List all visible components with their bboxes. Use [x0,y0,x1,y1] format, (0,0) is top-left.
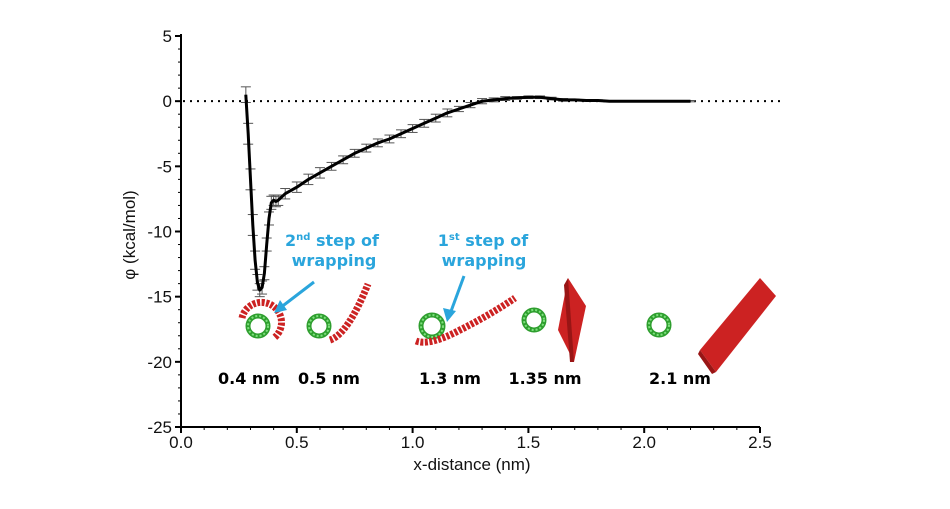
arrow-1st-step [448,275,466,315]
curve-layer [244,94,691,292]
graphene-sheet [700,278,776,372]
illustration-1-35nm [521,278,586,362]
x-tick-label: 1.0 [401,433,425,452]
y-tick-label: -15 [147,288,172,307]
distance-label: 1.35 nm [508,369,581,388]
nanotube-ring [245,313,271,339]
illustration-2-1nm [646,278,776,374]
wrapped-sheet [238,298,286,341]
y-tick-label: -20 [147,353,172,372]
graphene-sheet [414,295,517,346]
distance-label: 0.5 nm [298,369,360,388]
y-tick-label: -25 [147,418,172,437]
x-tick-label: 2.0 [632,433,656,452]
distance-label: 2.1 nm [649,369,711,388]
annotation-1st-step-line2: wrapping [442,251,527,270]
step-arrows [274,275,466,322]
arrow-2nd-step [279,280,315,310]
pmf-curve [244,94,691,292]
x-tick-label: 0.5 [285,433,309,452]
x-tick-label: 0.0 [169,433,193,452]
y-tick-label: -5 [157,157,172,176]
illustration-1-3nm [414,295,517,346]
annotation-2nd-step-line1: 2nd step of [285,231,380,250]
annotation-2nd-step-line2: wrapping [292,251,377,270]
y-tick-label: 5 [163,27,172,46]
y-tick-label: 0 [163,92,172,111]
y-tick-label: -10 [147,223,172,242]
graphene-sheet [558,278,586,362]
x-tick-label: 2.5 [748,433,772,452]
illustration-0-4nm [238,298,286,341]
distance-label: 0.4 nm [218,369,280,388]
y-axis-label: φ (kcal/mol) [120,190,139,279]
x-axis-label: x-distance (nm) [413,455,530,474]
x-tick-label: 1.5 [517,433,541,452]
graphene-sheet [328,282,372,344]
annotation-1st-step-line1: 1st step of [438,231,529,250]
axes: 5 0 -5 -10 -15 -20 -250.0 0.5 1.0 1.5 2.0 2.5 [147,27,771,452]
nanotube-ring [306,313,332,339]
nanotube-ring [521,307,547,333]
nanotube-ring [646,312,672,338]
wrapping-illustrations [238,278,776,374]
illustration-0-5nm [306,282,372,344]
distance-label: 1.3 nm [419,369,481,388]
